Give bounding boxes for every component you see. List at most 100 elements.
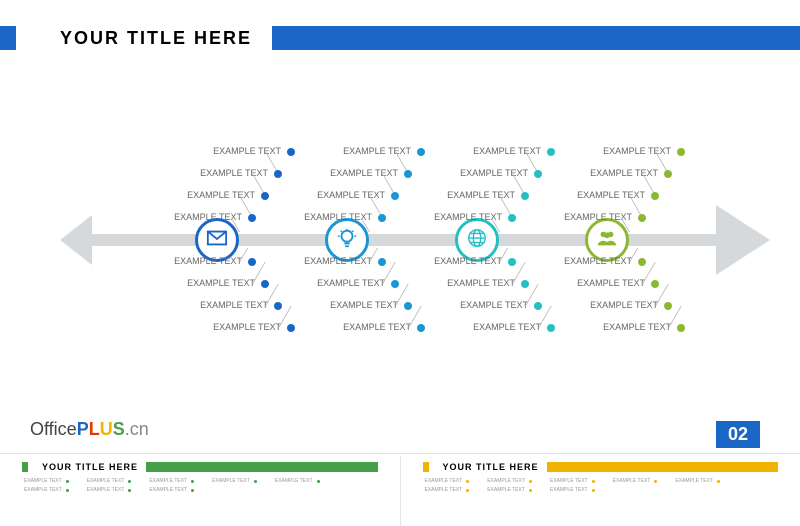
bone-label: EXAMPLE TEXT — [313, 278, 385, 288]
mini-item-dot — [66, 489, 69, 492]
bone-dot — [248, 214, 256, 222]
bone-label: EXAMPLE TEXT — [456, 300, 528, 310]
bone-dot — [508, 258, 516, 266]
mini-item: EXAMPLE TEXT — [487, 478, 532, 484]
mini-item: EXAMPLE TEXT — [24, 487, 69, 493]
bone-label: EXAMPLE TEXT — [209, 322, 281, 332]
mini-item-label: EXAMPLE TEXT — [24, 478, 62, 484]
bone-label: EXAMPLE TEXT — [300, 212, 372, 222]
mini-item-label: EXAMPLE TEXT — [487, 478, 525, 484]
bone-dot — [534, 170, 542, 178]
brand-logo: OfficePLUS.cn — [30, 419, 149, 440]
page-number-badge: 02 — [716, 421, 760, 448]
bone-dot — [677, 148, 685, 156]
mail-icon — [206, 227, 228, 254]
mini-item-label: EXAMPLE TEXT — [487, 487, 525, 493]
bone-dot — [391, 192, 399, 200]
bone-label: EXAMPLE TEXT — [326, 300, 398, 310]
header-accent-left — [0, 26, 16, 50]
bone-line — [499, 248, 508, 262]
bone-label: EXAMPLE TEXT — [443, 190, 515, 200]
bone-line — [369, 248, 378, 262]
mini-item-label: EXAMPLE TEXT — [87, 487, 125, 493]
mini-item-label: EXAMPLE TEXT — [613, 478, 651, 484]
bone-dot — [651, 192, 659, 200]
mini-item-dot — [317, 480, 320, 483]
bone-label: EXAMPLE TEXT — [313, 190, 385, 200]
bone-dot — [417, 148, 425, 156]
bone-label: EXAMPLE TEXT — [183, 190, 255, 200]
bone-dot — [677, 324, 685, 332]
brand-part: Office — [30, 419, 77, 439]
footer-divider — [0, 453, 800, 454]
bone-dot — [391, 280, 399, 288]
mini-item-label: EXAMPLE TEXT — [212, 478, 250, 484]
mini-item-dot — [466, 489, 469, 492]
bone-label: EXAMPLE TEXT — [573, 278, 645, 288]
mini-item-label: EXAMPLE TEXT — [275, 478, 313, 484]
bone-dot — [378, 258, 386, 266]
mini-item-dot — [128, 480, 131, 483]
mini-slide: YOUR TITLE HERE EXAMPLE TEXTEXAMPLE TEXT… — [0, 456, 400, 526]
mini-item: EXAMPLE TEXT — [87, 487, 132, 493]
bone-label: EXAMPLE TEXT — [196, 168, 268, 178]
bone-dot — [638, 214, 646, 222]
bone-line — [629, 248, 638, 262]
bone-label: EXAMPLE TEXT — [170, 256, 242, 266]
bone-label: EXAMPLE TEXT — [469, 322, 541, 332]
header: YOUR TITLE HERE — [0, 26, 800, 50]
bone-label: EXAMPLE TEXT — [560, 212, 632, 222]
mini-item-dot — [654, 480, 657, 483]
mini-item-label: EXAMPLE TEXT — [24, 487, 62, 493]
fishbone-spine — [70, 234, 730, 246]
bone-dot — [287, 148, 295, 156]
mini-slide-row: YOUR TITLE HERE EXAMPLE TEXTEXAMPLE TEXT… — [0, 456, 800, 526]
mini-item-dot — [128, 489, 131, 492]
bone-label: EXAMPLE TEXT — [339, 146, 411, 156]
bone-label: EXAMPLE TEXT — [300, 256, 372, 266]
mini-item-dot — [466, 480, 469, 483]
header-accent-right — [272, 26, 800, 50]
fishbone-diagram: EXAMPLE TEXT EXAMPLE TEXT EXAMPLE TEXT EXAM… — [70, 110, 730, 370]
bone-dot — [521, 280, 529, 288]
bone-dot — [534, 302, 542, 310]
mini-item: EXAMPLE TEXT — [24, 478, 69, 484]
users-icon — [596, 227, 618, 254]
mini-item: EXAMPLE TEXT — [550, 487, 595, 493]
bone-label: EXAMPLE TEXT — [326, 168, 398, 178]
mini-items: EXAMPLE TEXT EXAMPLE TEXT EXAMPLE TEXT EXAM… — [22, 478, 378, 493]
mini-item: EXAMPLE TEXT — [675, 478, 720, 484]
mini-header: YOUR TITLE HERE — [423, 462, 779, 472]
bone-dot — [378, 214, 386, 222]
bone-dot — [638, 258, 646, 266]
bone-dot — [664, 302, 672, 310]
mini-item-label: EXAMPLE TEXT — [550, 487, 588, 493]
bone-dot — [547, 148, 555, 156]
bone-dot — [547, 324, 555, 332]
bone-label: EXAMPLE TEXT — [586, 300, 658, 310]
mini-item: EXAMPLE TEXT — [212, 478, 257, 484]
mini-item-dot — [529, 480, 532, 483]
mini-accent-right — [547, 462, 778, 472]
mini-item: EXAMPLE TEXT — [550, 478, 595, 484]
mini-item-label: EXAMPLE TEXT — [675, 478, 713, 484]
mini-item: EXAMPLE TEXT — [87, 478, 132, 484]
globe-icon — [466, 227, 488, 254]
mini-title: YOUR TITLE HERE — [443, 462, 539, 472]
bone-label: EXAMPLE TEXT — [430, 256, 502, 266]
bone-dot — [248, 258, 256, 266]
mini-items: EXAMPLE TEXT EXAMPLE TEXT EXAMPLE TEXT EXAM… — [423, 478, 779, 493]
bone-line — [239, 248, 248, 262]
mini-item: EXAMPLE TEXT — [275, 478, 320, 484]
mini-title: YOUR TITLE HERE — [42, 462, 138, 472]
bone-dot — [274, 170, 282, 178]
mini-item-dot — [592, 480, 595, 483]
brand-part: U — [100, 419, 113, 439]
bone-label: EXAMPLE TEXT — [443, 278, 515, 288]
mini-item-dot — [717, 480, 720, 483]
mini-item-dot — [592, 489, 595, 492]
mini-item: EXAMPLE TEXT — [425, 478, 470, 484]
bone-dot — [417, 324, 425, 332]
mini-item-label: EXAMPLE TEXT — [87, 478, 125, 484]
mini-item-dot — [191, 489, 194, 492]
